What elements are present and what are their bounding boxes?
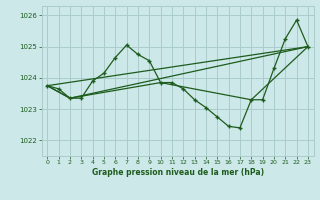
X-axis label: Graphe pression niveau de la mer (hPa): Graphe pression niveau de la mer (hPa) — [92, 168, 264, 177]
